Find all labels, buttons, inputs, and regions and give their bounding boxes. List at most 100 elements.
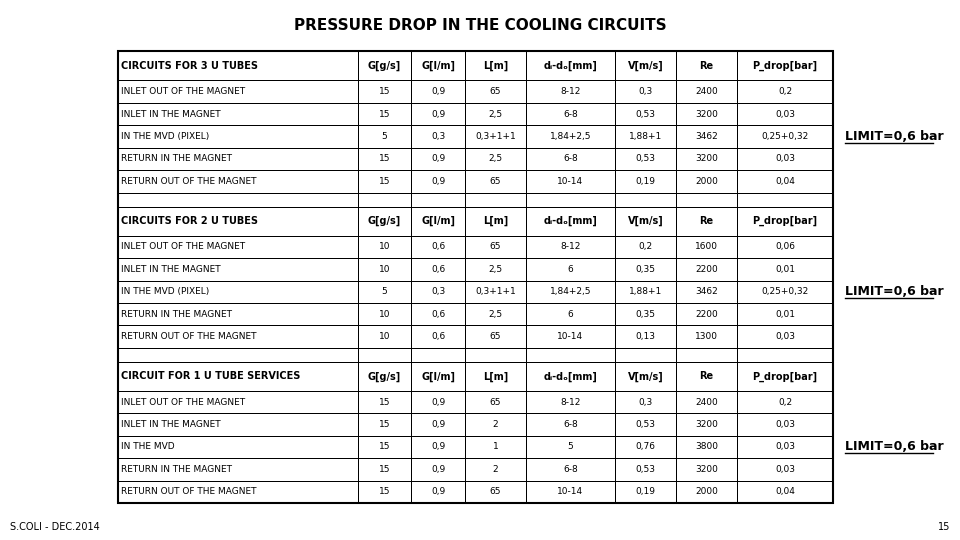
Text: 0,04: 0,04 [775, 487, 795, 496]
Text: 15: 15 [379, 154, 391, 164]
Bar [411, 326, 465, 348]
Bar [358, 436, 411, 458]
Text: Re: Re [699, 216, 713, 226]
Text: 2: 2 [492, 420, 498, 429]
Text: 1,84+2,5: 1,84+2,5 [550, 132, 591, 141]
Text: 6: 6 [567, 309, 573, 319]
Bar [411, 51, 465, 80]
Bar [411, 414, 465, 436]
Bar [526, 348, 615, 362]
Text: 6-8: 6-8 [564, 110, 578, 119]
Text: 3200: 3200 [695, 420, 718, 429]
Bar [118, 326, 358, 348]
Bar [736, 281, 833, 303]
Text: 0,6: 0,6 [431, 242, 445, 252]
Text: G[l/m]: G[l/m] [421, 60, 455, 71]
Text: V[m/s]: V[m/s] [628, 60, 663, 71]
Bar [526, 236, 615, 258]
Text: IN THE MVD (PIXEL): IN THE MVD (PIXEL) [121, 132, 209, 141]
Bar [118, 391, 358, 414]
Text: 0,3+1+1: 0,3+1+1 [475, 132, 516, 141]
Text: 1600: 1600 [695, 242, 718, 252]
Text: 15: 15 [379, 420, 391, 429]
Bar [358, 170, 411, 193]
Text: 1: 1 [492, 442, 498, 451]
Bar [118, 51, 833, 503]
Bar [676, 193, 736, 207]
Bar [411, 207, 465, 236]
Text: INLET OUT OF THE MAGNET: INLET OUT OF THE MAGNET [121, 242, 245, 252]
Text: IN THE MVD (PIXEL): IN THE MVD (PIXEL) [121, 287, 209, 296]
Bar [676, 258, 736, 281]
Text: 0,3: 0,3 [638, 397, 653, 407]
Bar [526, 80, 615, 103]
Bar [118, 80, 358, 103]
Bar [411, 148, 465, 170]
Bar [358, 326, 411, 348]
Bar [465, 348, 526, 362]
Bar [411, 236, 465, 258]
Text: dᵢ-dₒ[mm]: dᵢ-dₒ[mm] [543, 60, 597, 71]
Text: 5: 5 [382, 287, 388, 296]
Bar [615, 80, 676, 103]
Bar [676, 481, 736, 503]
Bar [465, 281, 526, 303]
Bar [411, 281, 465, 303]
Bar [615, 125, 676, 148]
Bar [526, 458, 615, 481]
Text: 0,9: 0,9 [431, 177, 445, 186]
Bar [118, 281, 358, 303]
Text: 10: 10 [379, 332, 391, 341]
Bar [615, 436, 676, 458]
Text: 0,9: 0,9 [431, 87, 445, 96]
Bar [358, 481, 411, 503]
Text: 3200: 3200 [695, 465, 718, 474]
Bar [676, 458, 736, 481]
Text: 0,01: 0,01 [775, 265, 795, 274]
Text: 0,03: 0,03 [775, 154, 795, 164]
Text: L[m]: L[m] [483, 371, 508, 382]
Bar [736, 458, 833, 481]
Text: 0,2: 0,2 [638, 242, 653, 252]
Bar [358, 125, 411, 148]
Bar [736, 125, 833, 148]
Text: CIRCUITS FOR 2 U TUBES: CIRCUITS FOR 2 U TUBES [121, 216, 258, 226]
Bar [676, 348, 736, 362]
Text: 0,3: 0,3 [431, 287, 445, 296]
Text: 15: 15 [379, 465, 391, 474]
Text: PRESSURE DROP IN THE COOLING CIRCUITS: PRESSURE DROP IN THE COOLING CIRCUITS [294, 18, 666, 33]
Text: CIRCUIT FOR 1 U TUBE SERVICES: CIRCUIT FOR 1 U TUBE SERVICES [121, 372, 300, 381]
Text: 3462: 3462 [695, 132, 718, 141]
Text: 8-12: 8-12 [561, 397, 581, 407]
Bar [736, 362, 833, 391]
Text: 0,01: 0,01 [775, 309, 795, 319]
Bar [736, 326, 833, 348]
Text: CIRCUITS FOR 3 U TUBES: CIRCUITS FOR 3 U TUBES [121, 61, 258, 71]
Bar [358, 414, 411, 436]
Bar [676, 80, 736, 103]
Bar [118, 236, 358, 258]
Bar [676, 391, 736, 414]
Text: 0,9: 0,9 [431, 110, 445, 119]
Bar [118, 125, 358, 148]
Bar [465, 436, 526, 458]
Text: 0,6: 0,6 [431, 332, 445, 341]
Text: 10-14: 10-14 [558, 177, 584, 186]
Text: 15: 15 [379, 87, 391, 96]
Text: RETURN OUT OF THE MAGNET: RETURN OUT OF THE MAGNET [121, 177, 256, 186]
Bar [615, 103, 676, 125]
Bar [615, 193, 676, 207]
Text: 65: 65 [490, 242, 501, 252]
Bar [736, 207, 833, 236]
Text: 2,5: 2,5 [489, 154, 502, 164]
Text: 6-8: 6-8 [564, 465, 578, 474]
Text: 2200: 2200 [695, 265, 718, 274]
Text: 0,03: 0,03 [775, 332, 795, 341]
Bar [465, 103, 526, 125]
Text: RETURN OUT OF THE MAGNET: RETURN OUT OF THE MAGNET [121, 332, 256, 341]
Text: 0,35: 0,35 [636, 265, 656, 274]
Text: 0,3: 0,3 [638, 87, 653, 96]
Bar [615, 236, 676, 258]
Bar [465, 236, 526, 258]
Bar [118, 458, 358, 481]
